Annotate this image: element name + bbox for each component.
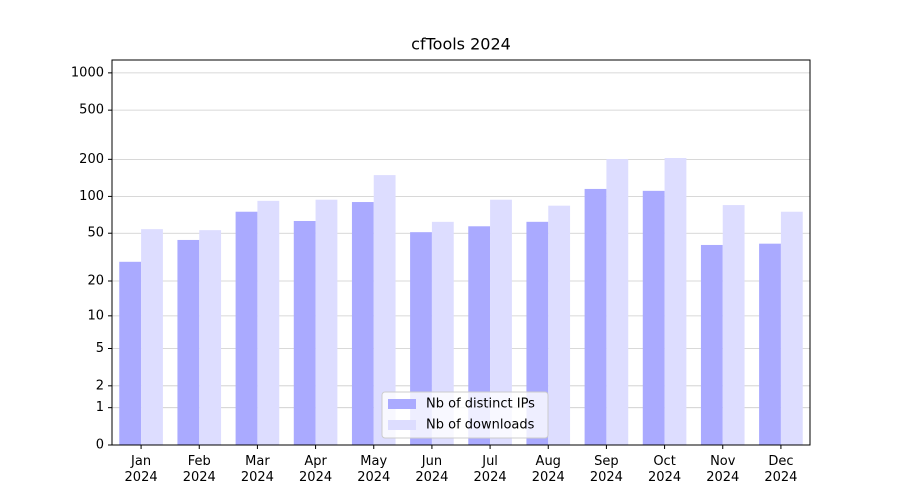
bar: [351, 202, 374, 445]
y-tick-label: 200: [79, 152, 104, 167]
bar: [642, 190, 665, 445]
x-tick-label: Oct 2024: [648, 454, 681, 485]
legend-label: Nb of downloads: [426, 418, 535, 433]
y-tick-label: 1: [96, 400, 104, 415]
legend-label: Nb of distinct IPs: [426, 397, 535, 412]
bar: [199, 230, 222, 445]
bar: [431, 221, 454, 445]
bar: [664, 158, 687, 445]
x-tick-label-line: 2024: [532, 470, 565, 485]
x-tick-label-line: Feb: [188, 454, 211, 469]
bar: [700, 244, 723, 445]
legend-swatch: [388, 420, 416, 430]
x-tick-label: Mar 2024: [241, 454, 274, 485]
bar: [606, 159, 629, 445]
bar: [235, 211, 258, 445]
legend-swatch: [388, 399, 416, 409]
x-tick-label-line: 2024: [241, 470, 274, 485]
x-tick-label-line: 2024: [299, 470, 332, 485]
bar: [177, 239, 200, 445]
bar: [722, 205, 745, 445]
x-tick-label: Jun 2024: [415, 454, 448, 485]
x-tick-label-line: Oct: [653, 454, 675, 469]
y-tick-label: 50: [87, 226, 104, 241]
x-tick-label-line: Nov: [710, 454, 736, 469]
x-tick-label: Apr 2024: [299, 454, 332, 485]
bar: [119, 261, 142, 445]
x-tick-label-line: Jul: [481, 454, 498, 469]
x-tick-label-line: 2024: [590, 470, 623, 485]
y-tick-label: 5: [96, 341, 104, 356]
x-tick-label-line: Jan: [130, 454, 151, 469]
y-tick-label: 10: [87, 308, 104, 323]
y-tick-label: 1000: [71, 65, 104, 80]
x-tick-label: Dec 2024: [764, 454, 797, 485]
x-tick-label-line: Apr: [304, 454, 327, 469]
bar: [526, 221, 549, 445]
x-tick-label: Jan 2024: [125, 454, 158, 485]
y-tick-label: 2: [96, 378, 104, 393]
y-tick-label: 0: [96, 438, 104, 453]
x-tick-label: Feb 2024: [183, 454, 216, 485]
legend-box: [381, 391, 549, 439]
x-tick-label-line: May: [360, 454, 387, 469]
y-tick-label: 100: [79, 189, 104, 204]
x-tick-label: Aug 2024: [532, 454, 565, 485]
bar: [293, 220, 316, 445]
x-tick-label-line: 2024: [415, 470, 448, 485]
bar: [315, 199, 338, 445]
chart-title: cfTools 2024: [411, 35, 511, 54]
bar: [373, 175, 396, 445]
x-tick-label-line: 2024: [125, 470, 158, 485]
bar: [548, 205, 571, 445]
x-tick-label-line: 2024: [706, 470, 739, 485]
x-tick-label: Nov 2024: [706, 454, 739, 485]
x-tick-label-line: Dec: [768, 454, 793, 469]
x-tick-label-line: 2024: [474, 470, 507, 485]
x-tick-label: Sep 2024: [590, 454, 623, 485]
x-tick-label-line: 2024: [764, 470, 797, 485]
bar: [257, 200, 280, 445]
y-tick-label: 500: [79, 103, 104, 118]
x-tick-label-line: Mar: [245, 454, 270, 469]
bar: [759, 243, 781, 445]
bar: [780, 211, 803, 445]
x-tick-label: Jul 2024: [474, 454, 507, 485]
y-tick-label: 20: [87, 274, 104, 289]
x-tick-label: May 2024: [357, 454, 390, 485]
bar: [141, 229, 163, 445]
x-tick-label-line: Sep: [594, 454, 619, 469]
plot-frame: [111, 59, 811, 446]
x-tick-label-line: 2024: [648, 470, 681, 485]
bar: [490, 199, 512, 445]
x-tick-label-line: Aug: [536, 454, 561, 469]
bar: [468, 226, 491, 445]
x-tick-label-line: 2024: [357, 470, 390, 485]
bar: [584, 188, 607, 445]
x-tick-label-line: 2024: [183, 470, 216, 485]
x-tick-label-line: Jun: [421, 454, 442, 469]
